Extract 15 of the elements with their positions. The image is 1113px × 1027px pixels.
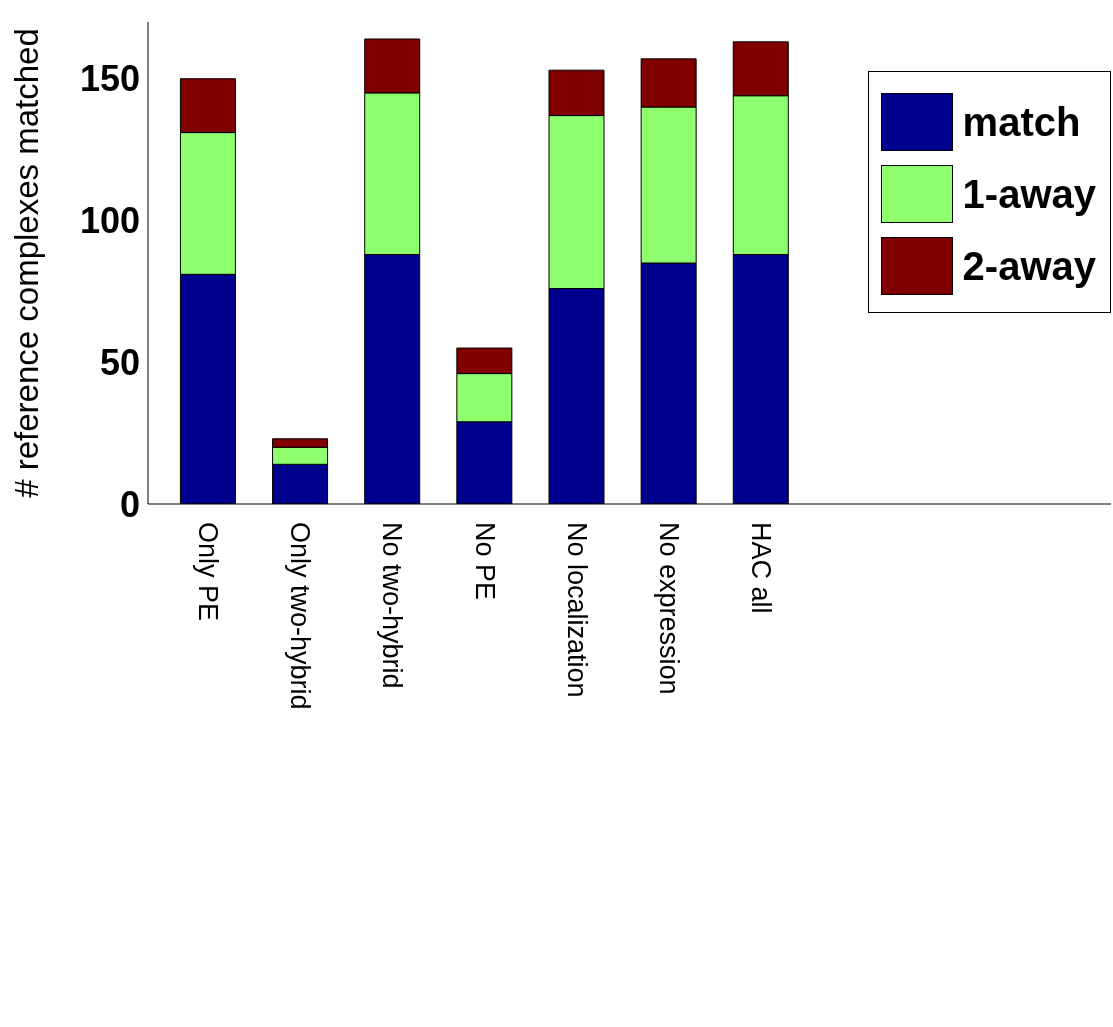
y-tick-label: 100 [79, 200, 140, 242]
x-tick-label: Only two-hybrid [285, 522, 316, 710]
x-tick-label: No expression [653, 522, 684, 695]
legend-label: 1-away [962, 171, 1096, 217]
x-tick-label: HAC all [745, 522, 776, 614]
legend-label: 2-away [962, 243, 1096, 289]
y-axis-title: # reference complexes matched [7, 28, 45, 498]
x-tick-label: No localization [561, 522, 592, 698]
x-tick-label: Only PE [193, 522, 224, 622]
x-tick-label: No PE [469, 522, 500, 601]
y-tick-label: 50 [99, 342, 140, 384]
y-tick-label: 150 [79, 58, 140, 100]
x-tick-label: No two-hybrid [377, 522, 408, 689]
legend-label: match [962, 99, 1081, 145]
y-tick-label: 0 [119, 483, 140, 525]
